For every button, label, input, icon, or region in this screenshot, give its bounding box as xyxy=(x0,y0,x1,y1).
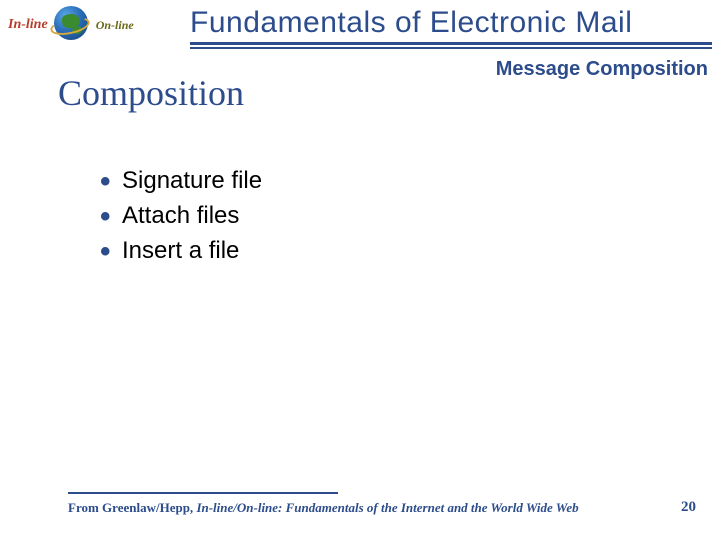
footer-authors: From Greenlaw/Hepp, xyxy=(68,500,196,515)
title-underline xyxy=(190,42,712,49)
globe-icon xyxy=(52,6,90,44)
footer-divider xyxy=(68,492,338,494)
footer-citation: From Greenlaw/Hepp, In-line/On-line: Fun… xyxy=(68,500,579,516)
inline-logo-text: In-line xyxy=(8,17,48,33)
online-logo-text: On-line xyxy=(96,18,134,33)
subtitle-right: Message Composition xyxy=(496,58,708,81)
section-title: Composition xyxy=(58,72,244,114)
list-item: Attach files xyxy=(100,199,262,234)
footer-book-title: In-line/On-line: Fundamentals of the Int… xyxy=(196,500,578,515)
list-item: Signature file xyxy=(100,164,262,199)
list-item: Insert a file xyxy=(100,234,262,269)
bullet-list: Signature file Attach files Insert a fil… xyxy=(100,164,262,268)
slide-header: In-line On-line Fundamentals of Electron… xyxy=(0,0,720,60)
main-title: Fundamentals of Electronic Mail xyxy=(190,6,632,40)
page-number: 20 xyxy=(681,499,696,516)
logo-group: In-line On-line xyxy=(8,6,134,44)
